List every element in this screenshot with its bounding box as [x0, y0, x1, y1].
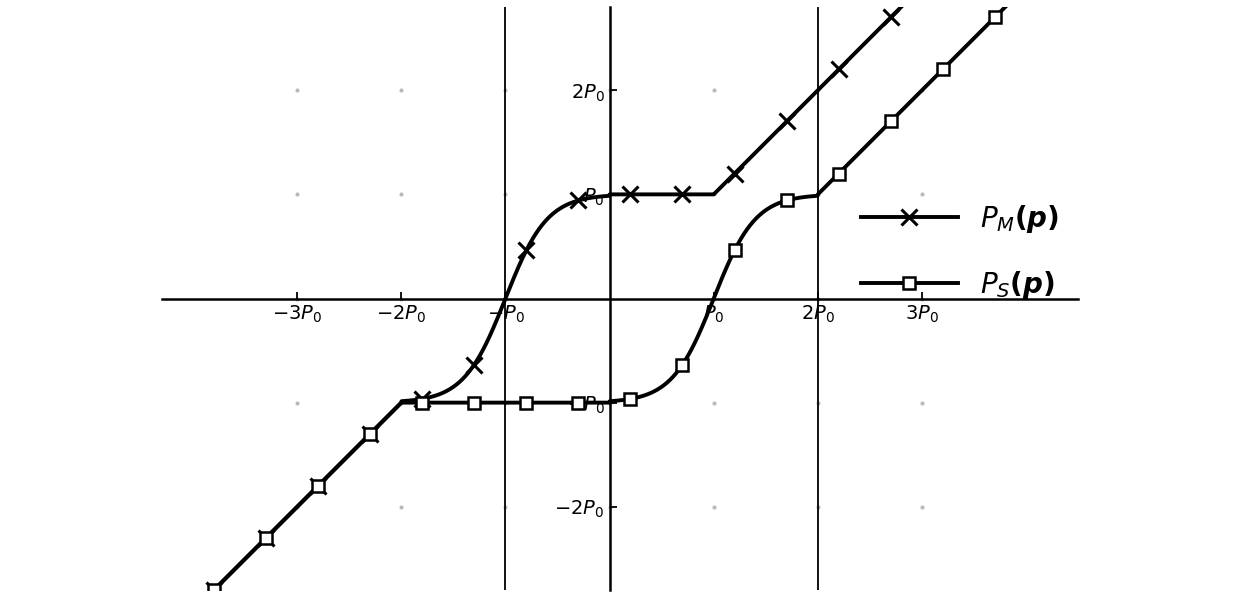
- Legend: $\boldsymbol{P_M(p)}$, $\boldsymbol{P_S(p)}$: $\boldsymbol{P_M(p)}$, $\boldsymbol{P_S(…: [847, 189, 1074, 315]
